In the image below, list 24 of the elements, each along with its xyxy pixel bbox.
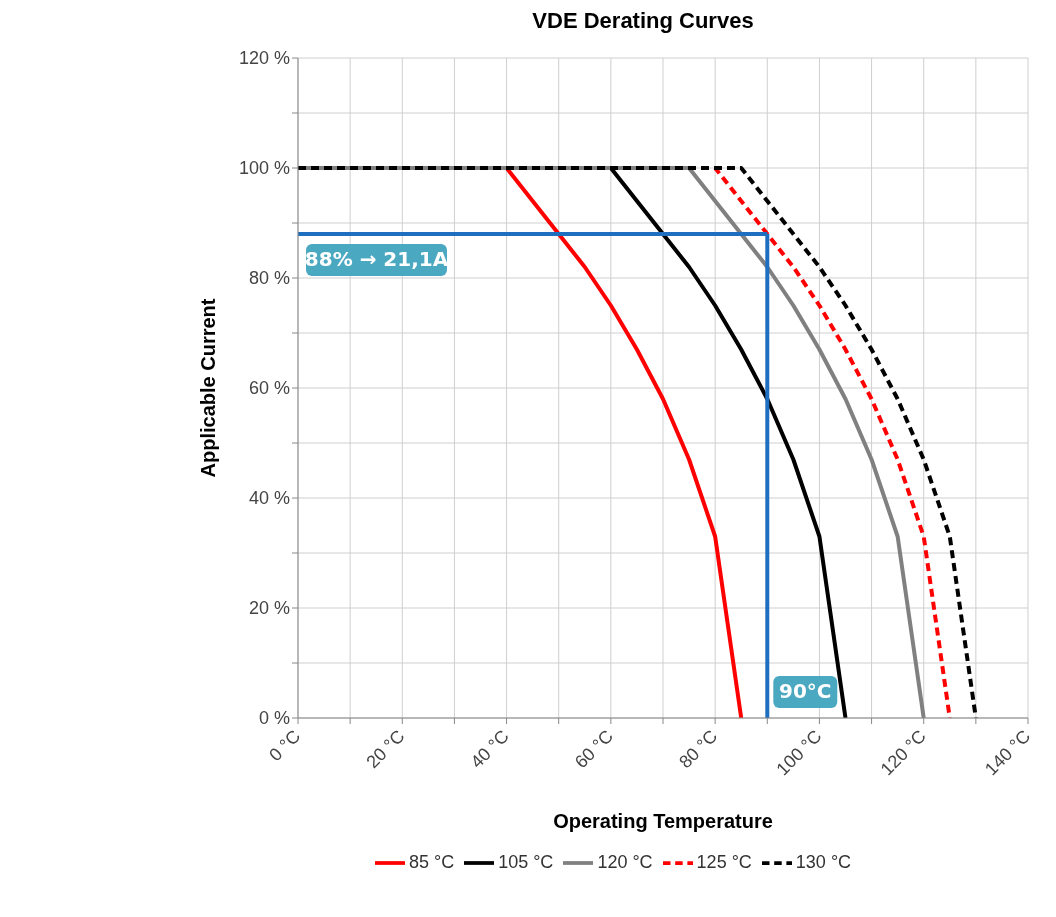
chart-title: VDE Derating Curves: [531, 8, 755, 34]
x-tick-label: 20 °C: [362, 726, 409, 773]
y-tick-label: 0 %: [258, 708, 290, 729]
x-tick-label: 100 °C: [772, 726, 826, 780]
legend-label: 130 °C: [795, 851, 852, 872]
x-tick-label: 140 °C: [980, 726, 1035, 780]
legend-label: 105 °C: [498, 851, 554, 872]
x-tick-label: 0 °C: [265, 726, 305, 766]
x-tick-label: 120 °C: [876, 726, 930, 780]
y-tick-label: 100 %: [238, 158, 290, 179]
legend-label: 125 °C: [696, 851, 752, 872]
legend-label: 85 °C: [408, 851, 455, 872]
y-tick-label: 20 %: [248, 598, 290, 619]
x-axis-title: Operating Temperature: [553, 810, 773, 832]
ref-line-label: 90°C: [779, 679, 832, 703]
x-tick-label: 80 °C: [675, 726, 722, 773]
y-axis-title: Applicable Current: [197, 298, 220, 478]
y-tick-label: 60 %: [248, 378, 290, 399]
y-tick-label: 40 %: [248, 488, 290, 509]
x-tick-label: 40 °C: [466, 726, 513, 773]
x-tick-label: 60 °C: [570, 726, 618, 773]
y-tick-label: 80 %: [248, 268, 290, 289]
legend-label: 120 °C: [597, 851, 653, 872]
y-tick-label: 120 %: [238, 48, 290, 69]
